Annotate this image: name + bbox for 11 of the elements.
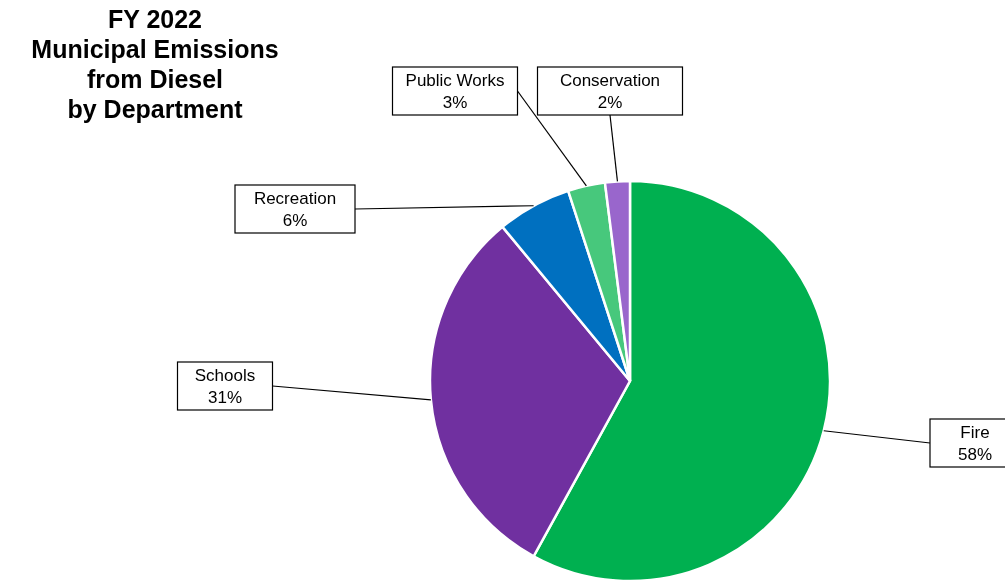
- data-label: 31%: [207, 388, 243, 407]
- data-label: 58%: [957, 445, 993, 464]
- chart-title: FY 2022 Municipal Emissions from Diesel by Department: [30, 4, 280, 124]
- slice-label: Public Works: [405, 71, 505, 90]
- slice-label: Schools: [194, 366, 256, 385]
- data-label: 6%: [282, 211, 308, 230]
- slice-label: Recreation: [253, 189, 337, 208]
- data-label: 2%: [597, 93, 623, 112]
- slice-label: Fire: [960, 423, 990, 442]
- slice-label: Conservation: [559, 71, 661, 90]
- data-label: 3%: [442, 93, 468, 112]
